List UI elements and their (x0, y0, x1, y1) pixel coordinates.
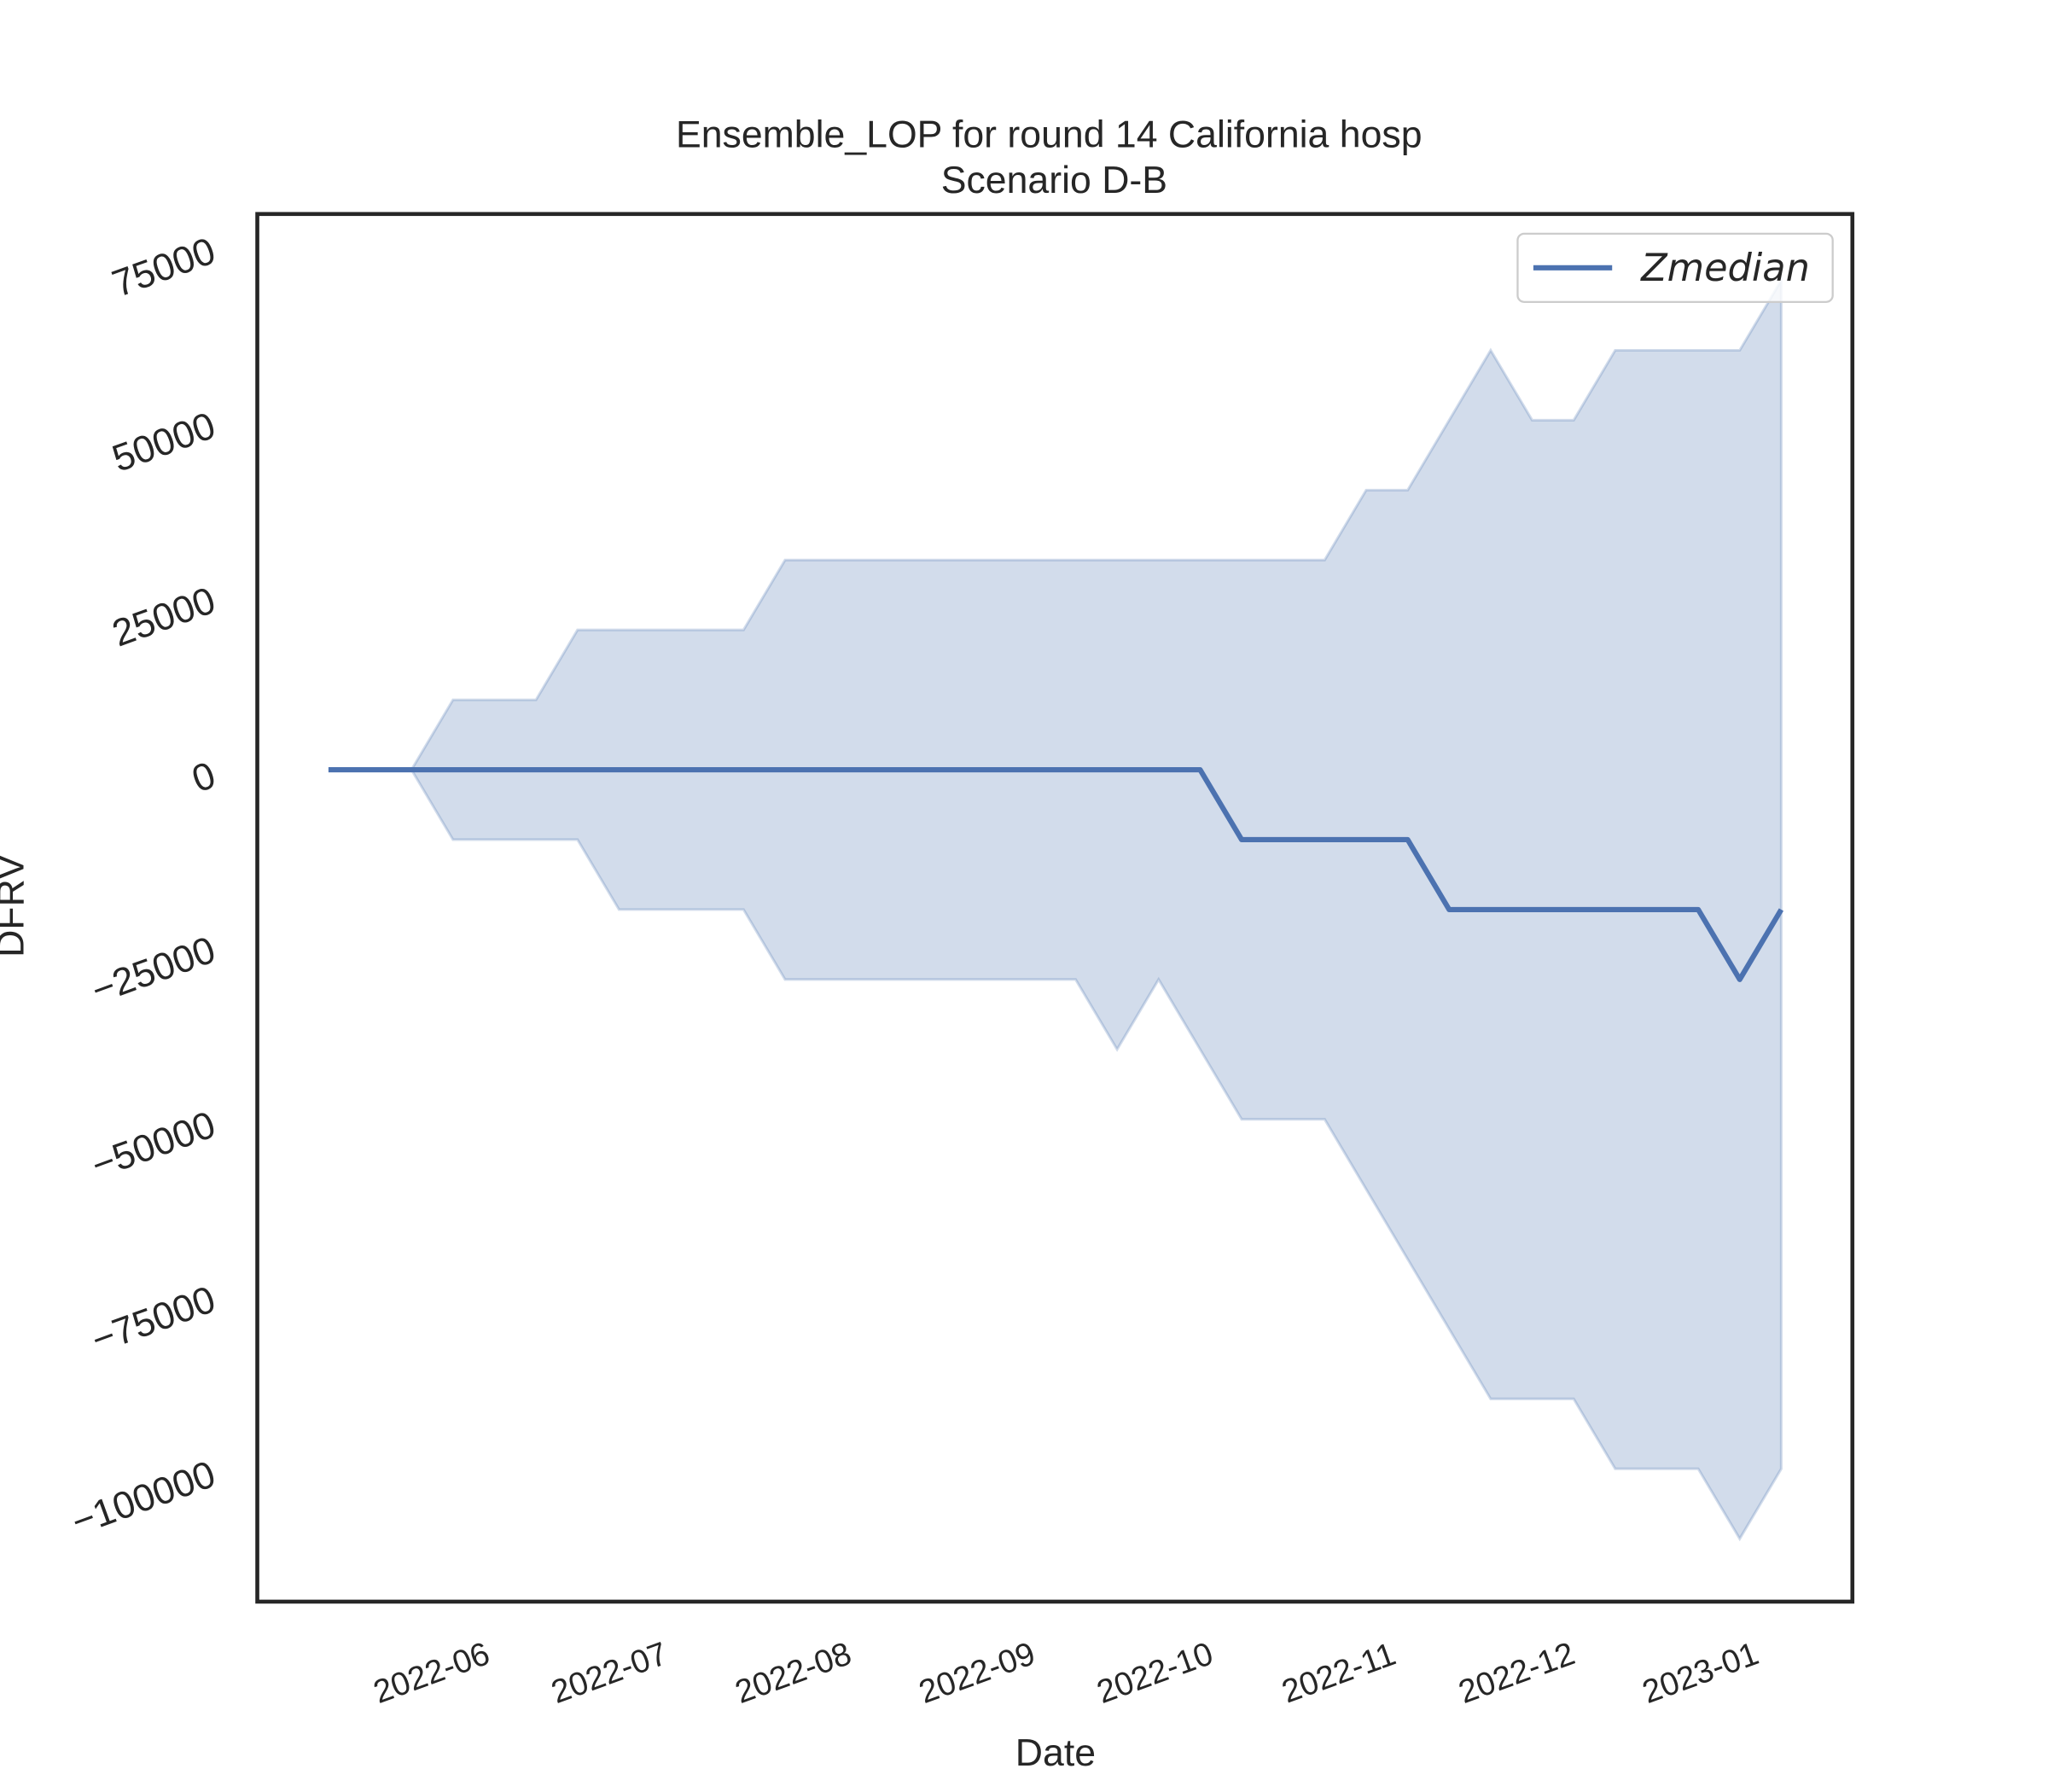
y-tick-label: 0 (187, 754, 221, 801)
x-tick-label: 2022-08 (730, 1635, 856, 1711)
chart-title: Ensemble_LOP for round 14 California hos… (676, 113, 1423, 155)
y-tick-label: 75000 (107, 230, 220, 305)
x-tick-label: 2022-12 (1454, 1635, 1580, 1711)
legend-label: Zmedian (1640, 246, 1810, 290)
legend: Zmedian (1516, 232, 1834, 303)
y-tick-label: 25000 (107, 579, 220, 655)
y-tick-label: −100000 (67, 1453, 221, 1544)
y-tick-label: −25000 (86, 929, 221, 1012)
y-tick-label: −75000 (86, 1278, 221, 1361)
legend-box (1516, 232, 1834, 303)
chart-subtitle: Scenario D-B (941, 160, 1167, 201)
y-tick-label: −50000 (86, 1103, 221, 1186)
x-tick-label: 2022-11 (1277, 1636, 1401, 1711)
y-axis-label: DFRV (0, 854, 32, 957)
x-tick-label: 2022-10 (1092, 1635, 1218, 1711)
line (328, 766, 1784, 982)
x-tick-label: 2022-07 (547, 1635, 672, 1711)
axes-frame (255, 212, 1855, 1604)
x-tick-label: 2023-01 (1638, 1635, 1763, 1711)
band (328, 275, 1783, 1542)
y-tick-label: 50000 (107, 404, 220, 480)
x-tick-label: 2022-06 (369, 1635, 494, 1711)
x-tick-label: 2022-09 (914, 1635, 1039, 1711)
x-axis-label: Date (1015, 1732, 1096, 1774)
